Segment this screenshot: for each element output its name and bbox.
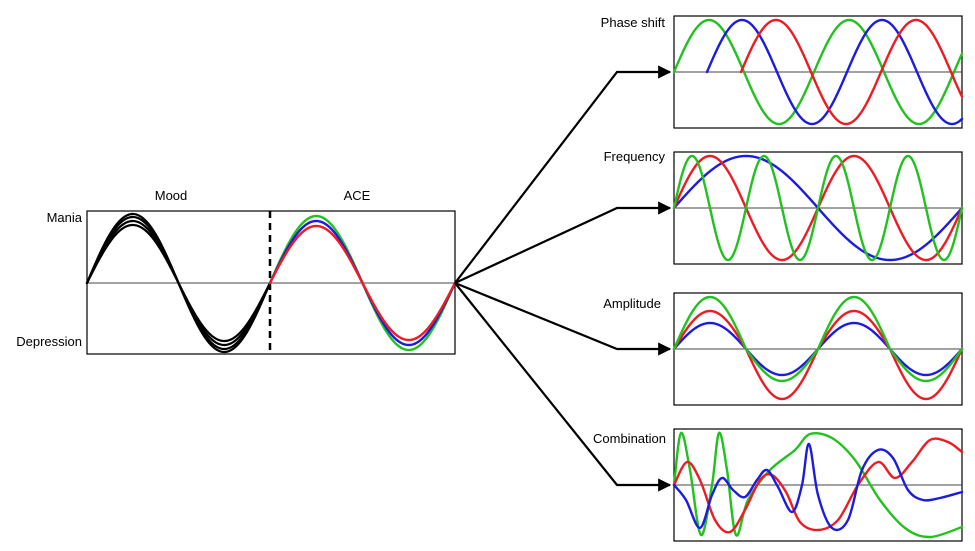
panel-phase-shift: Phase shift <box>601 15 964 129</box>
curves-phase-shift <box>672 18 964 126</box>
ace-curve <box>268 224 457 342</box>
arrows <box>454 65 672 492</box>
ace-label: ACE <box>344 188 371 203</box>
arrow-amplitude <box>454 281 672 356</box>
phase-curve-blue <box>705 18 964 126</box>
panel-amplitude: Amplitude <box>603 292 964 406</box>
amplitude-curve-green <box>672 295 964 383</box>
main-panel <box>85 210 457 355</box>
curves-amplitude <box>672 295 964 401</box>
panel-combination: Combination <box>593 428 964 542</box>
arrow-phase-shift <box>454 65 672 284</box>
curves-frequency <box>672 154 964 262</box>
panel-title-combination: Combination <box>593 431 666 446</box>
mood-curve <box>85 212 272 354</box>
combination-curve-red <box>672 437 964 534</box>
mood-label: Mood <box>155 188 188 203</box>
panel-title-frequency: Frequency <box>604 149 666 164</box>
panel-title-phase-shift: Phase shift <box>601 15 666 30</box>
mania-label: Mania <box>47 210 83 225</box>
arrow-frequency <box>454 201 672 284</box>
ace-curves <box>268 214 457 352</box>
depression-label: Depression <box>16 334 82 349</box>
phase-curve-red <box>739 18 964 126</box>
combination-curve-blue <box>672 442 964 532</box>
phase-curve-green <box>672 18 964 126</box>
mood-curves <box>85 212 272 354</box>
panel-title-amplitude: Amplitude <box>603 296 661 311</box>
frequency-curve-green <box>672 154 964 262</box>
arrow-combination <box>454 282 672 492</box>
panel-frequency: Frequency <box>604 149 964 265</box>
curves-combination <box>672 431 964 539</box>
